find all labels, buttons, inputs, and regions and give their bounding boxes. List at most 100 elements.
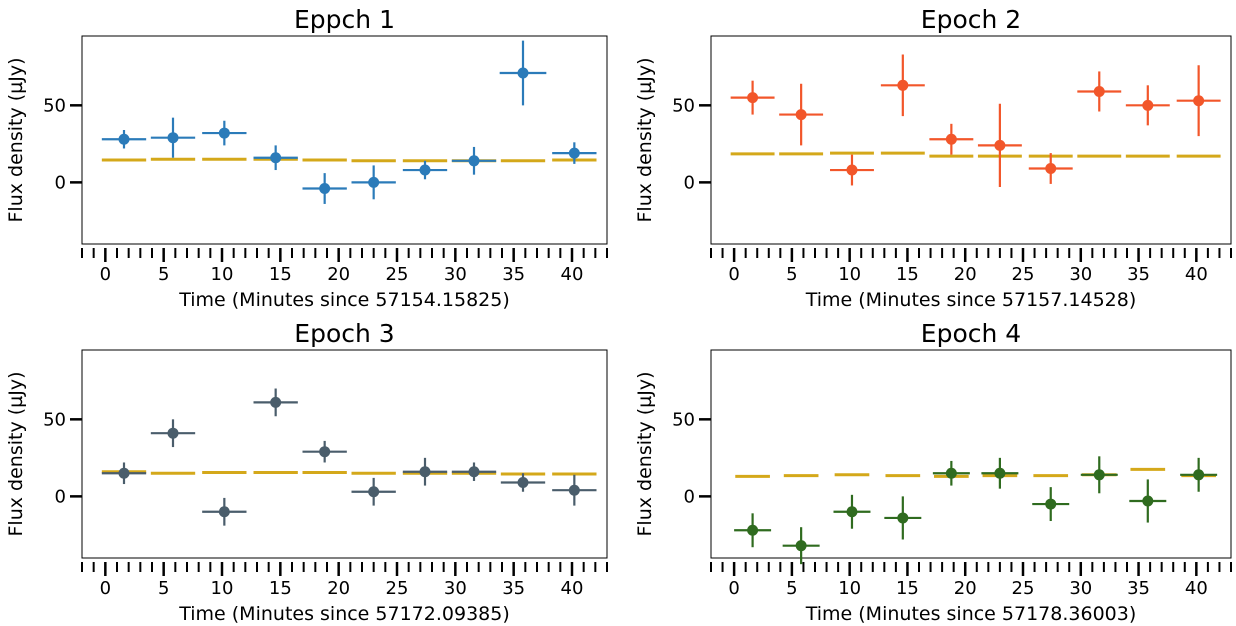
x-tick-label: 0	[728, 578, 739, 599]
data-marker	[517, 477, 529, 489]
data-marker	[795, 540, 807, 552]
data-marker	[1142, 495, 1154, 507]
data-marker	[1193, 469, 1205, 481]
data-point	[101, 129, 147, 149]
data-point	[1129, 479, 1167, 523]
data-marker	[368, 486, 380, 498]
chart-title: Epoch 4	[921, 319, 1021, 348]
y-tick-label: 50	[672, 95, 695, 116]
data-point	[451, 462, 497, 481]
data-marker	[1093, 469, 1105, 481]
y-axis-label: Flux density (µJy)	[5, 58, 27, 223]
data-point	[929, 123, 974, 155]
data-marker	[1045, 498, 1057, 510]
data-marker	[994, 139, 1006, 151]
data-point	[302, 440, 347, 463]
x-tick-label: 30	[1069, 578, 1092, 599]
x-tick-label: 30	[444, 578, 467, 599]
data-point	[351, 165, 396, 200]
data-marker	[167, 427, 179, 439]
data-marker	[167, 132, 179, 144]
chart-title: Epoch 2	[921, 5, 1021, 34]
data-marker	[568, 484, 580, 496]
data-point	[552, 142, 597, 164]
data-point	[499, 40, 547, 106]
data-point	[451, 146, 497, 175]
data-marker	[846, 164, 858, 176]
data-marker	[118, 133, 130, 145]
x-tick-label: 15	[269, 264, 292, 285]
data-point	[932, 460, 970, 486]
data-marker	[517, 67, 529, 79]
data-marker	[319, 183, 331, 195]
x-tick-label: 40	[1185, 578, 1208, 599]
x-tick-label: 0	[728, 264, 739, 285]
data-point	[1032, 487, 1070, 522]
plot-frame	[710, 349, 1232, 559]
x-tick-label: 10	[838, 264, 861, 285]
data-marker	[1045, 163, 1057, 175]
data-marker	[468, 155, 480, 167]
y-tick-label: 0	[55, 486, 66, 507]
x-tick-label: 35	[502, 264, 525, 285]
data-marker	[846, 506, 858, 518]
y-tick-label: 0	[684, 172, 695, 193]
x-tick-label: 15	[269, 578, 292, 599]
x-tick-label: 15	[896, 264, 919, 285]
data-marker	[897, 79, 909, 91]
data-marker	[1093, 85, 1105, 97]
data-marker	[747, 524, 759, 536]
data-marker	[218, 506, 230, 518]
data-marker	[1193, 95, 1205, 107]
chart-title: Epoch 3	[294, 319, 394, 348]
data-point	[302, 173, 347, 204]
data-point	[402, 160, 448, 180]
data-point	[977, 103, 1022, 187]
x-tick-label: 35	[1127, 578, 1150, 599]
data-marker	[118, 467, 130, 479]
data-marker	[795, 109, 807, 121]
data-point	[1176, 65, 1221, 137]
data-marker	[897, 512, 909, 524]
x-tick-label: 0	[100, 264, 111, 285]
data-point	[730, 80, 775, 115]
data-point	[1125, 85, 1170, 126]
data-point	[981, 457, 1019, 489]
data-point	[253, 388, 298, 417]
data-marker	[368, 176, 380, 188]
x-tick-label: 40	[1185, 264, 1208, 285]
data-point	[202, 120, 247, 146]
x-tick-label: 0	[100, 578, 111, 599]
y-tick-label: 50	[43, 95, 66, 116]
x-tick-label: 5	[158, 578, 169, 599]
data-marker	[419, 466, 431, 478]
data-point	[1080, 456, 1118, 494]
data-point	[150, 419, 196, 448]
data-marker	[568, 147, 580, 159]
x-tick-label: 30	[444, 264, 467, 285]
data-marker	[945, 467, 957, 479]
data-point	[150, 117, 196, 158]
x-tick-label: 35	[502, 578, 525, 599]
x-tick-label: 20	[954, 264, 977, 285]
x-tick-label: 40	[561, 578, 584, 599]
data-point	[253, 145, 298, 171]
data-point	[884, 496, 922, 540]
x-tick-label: 25	[386, 264, 409, 285]
data-point	[202, 497, 247, 526]
data-marker	[468, 466, 480, 478]
x-tick-label: 25	[1012, 578, 1035, 599]
x-axis-label: Time (Minutes since 57178.36003)	[805, 603, 1137, 625]
x-tick-label: 5	[786, 578, 797, 599]
data-marker	[747, 92, 759, 104]
x-tick-label: 15	[896, 578, 919, 599]
y-axis-label: Flux density (µJy)	[5, 372, 27, 537]
y-axis-label: Flux density (µJy)	[634, 372, 656, 537]
data-point	[500, 473, 546, 492]
x-tick-label: 35	[1127, 264, 1150, 285]
y-tick-label: 50	[672, 409, 695, 430]
y-axis-label: Flux density (µJy)	[634, 58, 656, 223]
x-tick-label: 10	[211, 578, 234, 599]
chart-panel-3: Epoch 3 0 5 10 15 20 25 30 35 40 0 50 Time (Minutes …	[5, 319, 608, 625]
